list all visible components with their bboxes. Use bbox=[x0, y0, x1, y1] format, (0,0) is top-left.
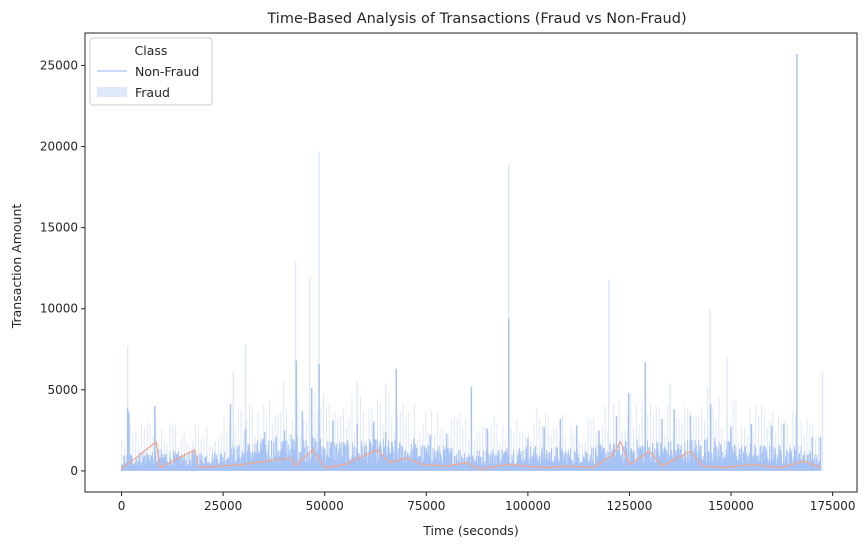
y-tick-label-15000: 15000 bbox=[40, 221, 78, 235]
y-tick-label-10000: 10000 bbox=[40, 302, 78, 316]
x-tick-label-0: 0 bbox=[118, 499, 126, 513]
legend: Class Non-Fraud Fraud bbox=[89, 37, 213, 106]
x-tick-label-75000: 75000 bbox=[407, 499, 445, 513]
axes: 0 25000 50000 75000 100000 125000 150000 175000… bbox=[40, 32, 858, 513]
x-tick-label-100000: 100000 bbox=[505, 499, 551, 513]
x-tick-label-125000: 125000 bbox=[607, 499, 653, 513]
y-tick-label-20000: 20000 bbox=[40, 140, 78, 154]
plot-area bbox=[120, 54, 824, 471]
y-tick-label-0: 0 bbox=[70, 464, 78, 478]
non-fraud-band bbox=[121, 434, 821, 471]
plot-frame bbox=[84, 32, 858, 493]
y-axis-label: Transaction Amount bbox=[9, 204, 24, 330]
x-tick-label-150000: 150000 bbox=[708, 499, 754, 513]
legend-swatch-fraud bbox=[97, 87, 127, 97]
x-tick-label-175000: 175000 bbox=[810, 499, 856, 513]
x-tick-label-25000: 25000 bbox=[204, 499, 242, 513]
x-tick-label-50000: 50000 bbox=[306, 499, 344, 513]
y-tick-label-5000: 5000 bbox=[47, 383, 78, 397]
orange-series-line bbox=[121, 440, 821, 470]
legend-title: Class bbox=[135, 43, 168, 58]
y-tick-label-25000: 25000 bbox=[40, 58, 78, 72]
x-axis-label: Time (seconds) bbox=[422, 523, 518, 538]
legend-entry-fraud: Fraud bbox=[135, 85, 170, 100]
chart-title: Time-Based Analysis of Transactions (Fra… bbox=[266, 11, 686, 27]
legend-entry-non-fraud: Non-Fraud bbox=[135, 64, 199, 79]
